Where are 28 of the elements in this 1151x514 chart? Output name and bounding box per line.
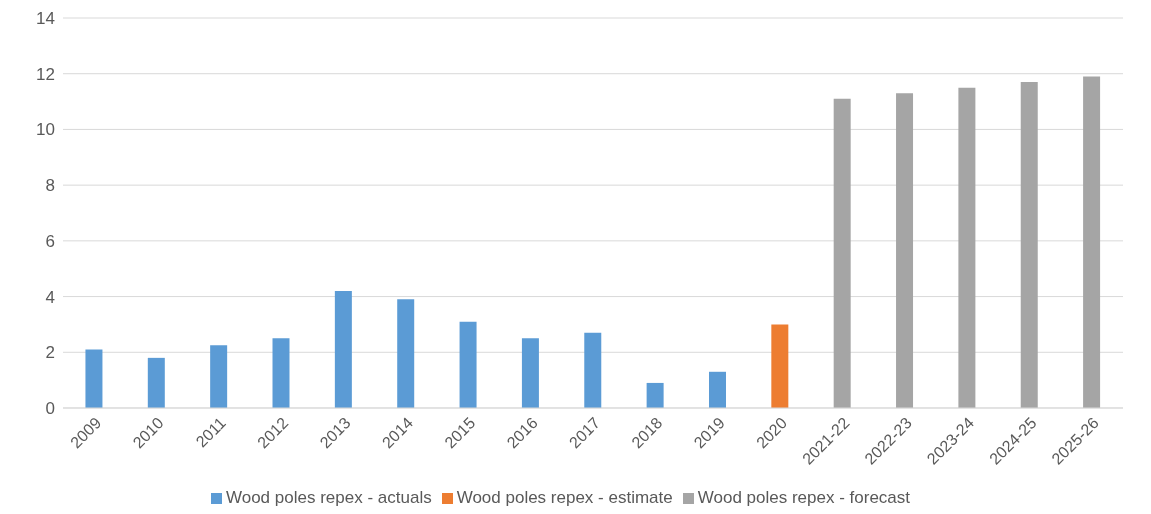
y-tick-label: 10 (36, 120, 55, 140)
bar (1020, 82, 1038, 408)
bar (459, 321, 477, 408)
y-tick-label: 0 (45, 399, 55, 419)
y-tick-label: 6 (45, 231, 55, 251)
bar (584, 332, 602, 408)
y-tick-label: 2 (45, 343, 55, 363)
y-tick-label: 14 (36, 9, 55, 29)
bar (833, 98, 851, 408)
bar (397, 299, 415, 408)
bar (334, 291, 352, 408)
legend-label: Wood poles repex - actuals (225, 488, 432, 507)
legend-label: Wood poles repex - forecast (697, 488, 911, 507)
legend-label: Wood poles repex - estimate (456, 488, 673, 507)
bar (646, 382, 664, 408)
bar (272, 338, 290, 408)
bar (521, 338, 539, 408)
y-tick-label: 8 (45, 176, 55, 196)
bar (1083, 76, 1101, 408)
y-tick-label: 12 (36, 64, 55, 84)
bar (896, 93, 914, 408)
bar (85, 349, 103, 408)
y-tick-label: 4 (45, 287, 55, 307)
bar (958, 87, 976, 408)
bar (147, 357, 165, 408)
bar (708, 371, 726, 408)
bar (210, 345, 228, 408)
bar (771, 324, 789, 408)
